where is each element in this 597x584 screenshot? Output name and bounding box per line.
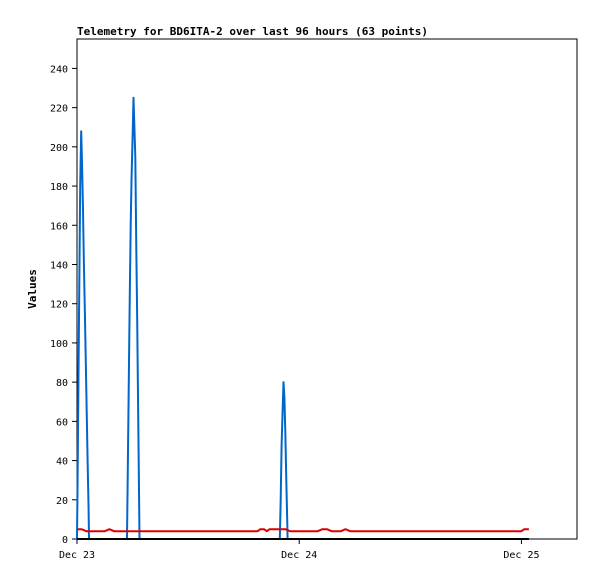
y-tick-label: 120 bbox=[50, 300, 68, 311]
y-tick-label: 140 bbox=[50, 260, 68, 271]
y-tick-label: 20 bbox=[56, 496, 68, 507]
y-tick-label: 240 bbox=[50, 64, 68, 75]
y-tick-label: 200 bbox=[50, 143, 68, 154]
series-line-2 bbox=[77, 528, 529, 533]
x-tick-label: Dec 24 bbox=[281, 550, 317, 561]
y-tick-label: 60 bbox=[56, 417, 68, 428]
x-tick-label: Dec 25 bbox=[503, 550, 539, 561]
y-tick-label: 100 bbox=[50, 339, 68, 350]
y-tick-label: 40 bbox=[56, 457, 68, 468]
y-tick-label: 220 bbox=[50, 104, 68, 115]
plot-frame bbox=[76, 38, 578, 540]
y-axis-label: Values bbox=[26, 269, 39, 309]
y-axis-ticks: 0 20 40 60 80 100 120 140 160 180 200 220 240 bbox=[50, 64, 77, 546]
y-tick-label: 180 bbox=[50, 182, 68, 193]
chart-title: Telemetry for BD6ITA-2 over last 96 hour… bbox=[77, 25, 428, 38]
y-tick-label: 80 bbox=[56, 378, 68, 389]
y-tick-label: 0 bbox=[62, 535, 68, 546]
y-tick-label: 160 bbox=[50, 221, 68, 232]
series-group bbox=[76, 96, 529, 540]
series-line-1 bbox=[76, 96, 289, 540]
x-tick-label: Dec 23 bbox=[59, 550, 95, 561]
x-axis-ticks: Dec 23 Dec 24 Dec 25 bbox=[59, 539, 540, 561]
